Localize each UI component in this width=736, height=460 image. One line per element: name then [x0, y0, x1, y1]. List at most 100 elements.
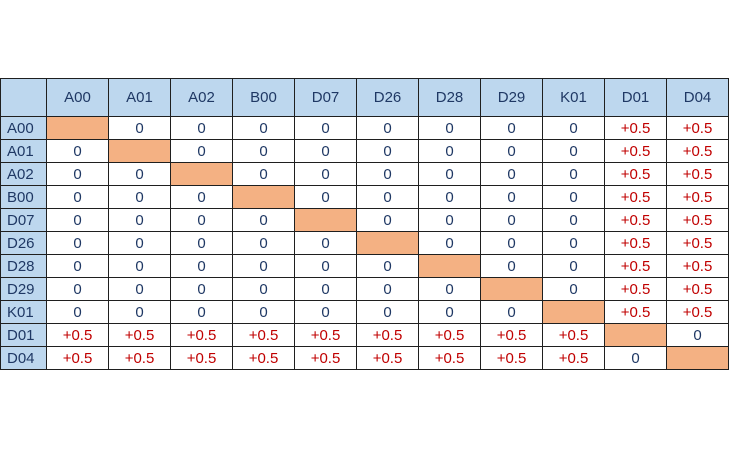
matrix-cell: 0: [418, 231, 481, 255]
table-row: D01 +0.5 +0.5 +0.5 +0.5 +0.5 +0.5 +0.5 +0.5 +0.5 0: [0, 323, 729, 347]
matrix-cell: 0: [418, 300, 481, 324]
matrix-cell: +0.5: [604, 254, 667, 278]
column-header-d07: D07: [294, 78, 357, 117]
row-header-d07: D07: [0, 208, 47, 232]
matrix-cell: +0.5: [108, 346, 171, 370]
matrix-cell: +0.5: [542, 346, 605, 370]
row-header-a01: A01: [0, 139, 47, 163]
table-row: D04 +0.5 +0.5 +0.5 +0.5 +0.5 +0.5 +0.5 +0.5 +0.5 0: [0, 346, 729, 370]
matrix-cell: 0: [418, 277, 481, 301]
matrix-cell: 0: [356, 162, 419, 186]
row-header-d04: D04: [0, 346, 47, 370]
matrix-cell: 0: [480, 208, 543, 232]
matrix-cell: +0.5: [604, 162, 667, 186]
matrix-cell: 0: [356, 277, 419, 301]
matrix-cell: +0.5: [666, 300, 729, 324]
matrix-cell: +0.5: [666, 116, 729, 140]
matrix-cell: 0: [480, 231, 543, 255]
matrix-cell: +0.5: [604, 300, 667, 324]
matrix-cell: 0: [46, 208, 109, 232]
matrix-cell: 0: [46, 300, 109, 324]
matrix-cell: 0: [46, 162, 109, 186]
matrix-table: A00 A01 A02 B00 D07 D26 D28 D29 K01 D01 D04 A00 0 0 0…: [0, 78, 729, 370]
matrix-cell: +0.5: [666, 277, 729, 301]
column-header-a01: A01: [108, 78, 171, 117]
table-row: D28 0 0 0 0 0 0 0 0 +0.5 +0.5: [0, 254, 729, 278]
matrix-cell: 0: [666, 323, 729, 347]
matrix-cell: 0: [108, 185, 171, 209]
matrix-cell: 0: [480, 300, 543, 324]
matrix-cell: 0: [232, 116, 295, 140]
matrix-cell: 0: [108, 300, 171, 324]
matrix-cell: 0: [170, 254, 233, 278]
matrix-cell: 0: [232, 277, 295, 301]
matrix-cell: 0: [418, 208, 481, 232]
matrix-cell: 0: [418, 116, 481, 140]
column-header-row: A00 A01 A02 B00 D07 D26 D28 D29 K01 D01 D04: [0, 78, 729, 117]
table-row: D29 0 0 0 0 0 0 0 0 +0.5 +0.5: [0, 277, 729, 301]
matrix-cell: 0: [542, 185, 605, 209]
matrix-cell: +0.5: [604, 231, 667, 255]
matrix-cell: 0: [294, 162, 357, 186]
matrix-cell: 0: [418, 185, 481, 209]
row-header-d29: D29: [0, 277, 47, 301]
matrix-cell: +0.5: [418, 323, 481, 347]
column-header-d29: D29: [480, 78, 543, 117]
matrix-cell: 0: [108, 254, 171, 278]
matrix-cell: 0: [480, 162, 543, 186]
matrix-cell: +0.5: [294, 346, 357, 370]
matrix-cell: +0.5: [46, 346, 109, 370]
matrix-cell: +0.5: [604, 277, 667, 301]
matrix-cell: 0: [542, 116, 605, 140]
matrix-cell: +0.5: [356, 323, 419, 347]
matrix-cell: 0: [108, 277, 171, 301]
row-header-d26: D26: [0, 231, 47, 255]
diagonal-cell: [604, 323, 667, 347]
column-header-a02: A02: [170, 78, 233, 117]
row-header-d01: D01: [0, 323, 47, 347]
matrix-cell: +0.5: [542, 323, 605, 347]
matrix-cell: +0.5: [604, 116, 667, 140]
table-row: B00 0 0 0 0 0 0 0 0 +0.5 +0.5: [0, 185, 729, 209]
matrix-cell: 0: [542, 277, 605, 301]
matrix-cell: 0: [542, 231, 605, 255]
matrix-cell: +0.5: [46, 323, 109, 347]
matrix-cell: 0: [294, 254, 357, 278]
matrix-cell: 0: [356, 300, 419, 324]
matrix-cell: 0: [356, 208, 419, 232]
matrix-cell: 0: [170, 231, 233, 255]
matrix-cell: +0.5: [604, 208, 667, 232]
matrix-cell: 0: [294, 116, 357, 140]
row-header-d28: D28: [0, 254, 47, 278]
matrix-cell: 0: [294, 231, 357, 255]
matrix-cell: 0: [480, 254, 543, 278]
matrix-cell: 0: [542, 162, 605, 186]
matrix-cell: 0: [108, 208, 171, 232]
column-header-b00: B00: [232, 78, 295, 117]
matrix-cell: 0: [356, 185, 419, 209]
matrix-cell: +0.5: [666, 208, 729, 232]
matrix-cell: 0: [232, 231, 295, 255]
matrix-cell: 0: [232, 162, 295, 186]
matrix-cell: 0: [170, 139, 233, 163]
matrix-cell: 0: [170, 185, 233, 209]
matrix-cell: 0: [480, 139, 543, 163]
diagonal-cell: [108, 139, 171, 163]
matrix-cell: 0: [356, 139, 419, 163]
matrix-cell: 0: [170, 277, 233, 301]
matrix-cell: +0.5: [480, 346, 543, 370]
matrix-cell: 0: [46, 254, 109, 278]
matrix-cell: 0: [46, 185, 109, 209]
corner-cell: [0, 78, 47, 117]
row-header-a02: A02: [0, 162, 47, 186]
column-header-d28: D28: [418, 78, 481, 117]
matrix-cell: 0: [418, 162, 481, 186]
matrix-cell: +0.5: [666, 185, 729, 209]
matrix-cell: 0: [46, 139, 109, 163]
matrix-cell: 0: [294, 300, 357, 324]
row-header-b00: B00: [0, 185, 47, 209]
matrix-cell: +0.5: [666, 162, 729, 186]
matrix-cell: +0.5: [294, 323, 357, 347]
matrix-cell: 0: [232, 254, 295, 278]
column-header-a00: A00: [46, 78, 109, 117]
